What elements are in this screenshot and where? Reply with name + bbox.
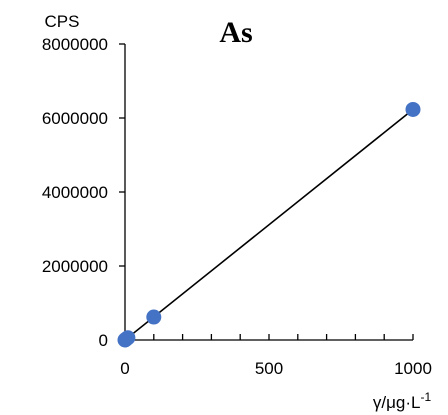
y-tick-label: 8000000 [42,35,108,54]
x-axis-ticks: 0 500 1000 [120,334,432,378]
x-axis-title-superscript: -1 [420,390,431,404]
y-axis-title: CPS [45,12,80,31]
data-points [117,101,421,348]
x-tick-label: 0 [120,359,129,378]
x-tick-label: 500 [255,359,283,378]
x-axis-title-main: γ/μg·L [373,393,421,412]
y-tick-label: 2000000 [42,257,108,276]
chart-title: As [219,16,252,49]
y-tick-label: 4000000 [42,183,108,202]
y-tick-label: 6000000 [42,109,108,128]
trendline-group [124,108,414,341]
data-point [146,309,162,325]
x-tick-label: 1000 [394,359,432,378]
y-axis-ticks: 0 2000000 4000000 6000000 8000000 [42,35,125,350]
data-point [405,101,421,117]
data-point [120,330,136,346]
x-axis-title: γ/μg·L-1 [373,390,432,412]
trendline [124,108,414,341]
y-tick-label: 0 [99,331,108,350]
